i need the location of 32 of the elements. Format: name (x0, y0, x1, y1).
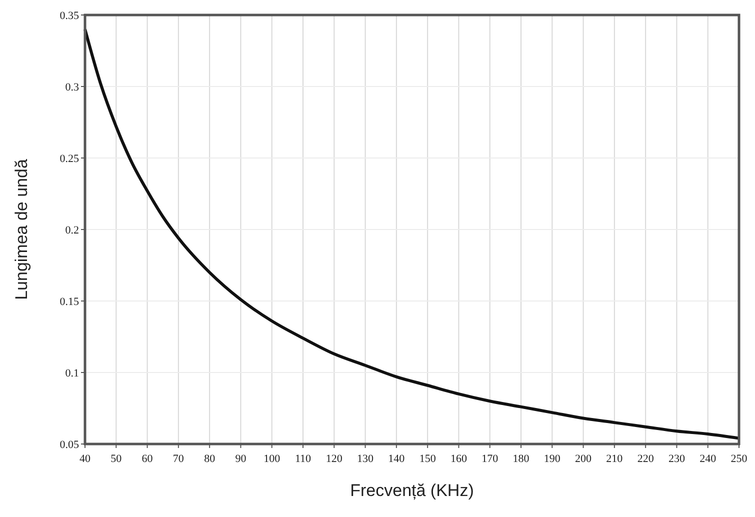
x-tick-label: 100 (264, 453, 281, 465)
x-tick-label: 80 (204, 453, 216, 465)
x-tick-label: 210 (606, 453, 624, 465)
x-tick-label: 170 (482, 453, 499, 465)
x-tick-label: 220 (637, 453, 654, 465)
x-tick-label: 90 (235, 453, 247, 465)
x-tick-label: 230 (668, 453, 686, 465)
x-tick-label: 50 (110, 453, 122, 465)
x-tick-label: 160 (450, 453, 468, 465)
y-tick-label: 0.2 (65, 224, 79, 236)
x-tick-label: 150 (419, 453, 436, 465)
x-tick-label: 240 (700, 453, 717, 465)
y-tick-label: 0.15 (60, 296, 80, 308)
line-series (84, 28, 740, 440)
y-axis-title: Lungimea de undă (12, 158, 31, 300)
y-tick-label: 0.05 (60, 438, 80, 451)
y-tick-label: 0.3 (65, 81, 80, 94)
x-tick-label: 180 (512, 453, 530, 465)
x-tick-label: 130 (357, 453, 374, 465)
x-tick-label: 250 (730, 453, 748, 465)
x-tick-label: 120 (326, 453, 343, 465)
x-tick-label: 60 (142, 453, 154, 465)
x-tick-label: 200 (575, 453, 592, 465)
y-tick-label: 0.25 (60, 152, 80, 165)
x-tick-label: 70 (172, 453, 184, 465)
x-axis-title: Frecvență (KHz) (350, 481, 474, 500)
x-tick-label: 190 (544, 453, 561, 465)
x-tick-label: 40 (80, 453, 91, 465)
y-tick-label: 0.35 (60, 10, 80, 22)
x-tick-label: 140 (388, 453, 406, 465)
x-tick-label: 110 (294, 453, 312, 465)
y-tick-label: 0.1 (65, 367, 79, 380)
